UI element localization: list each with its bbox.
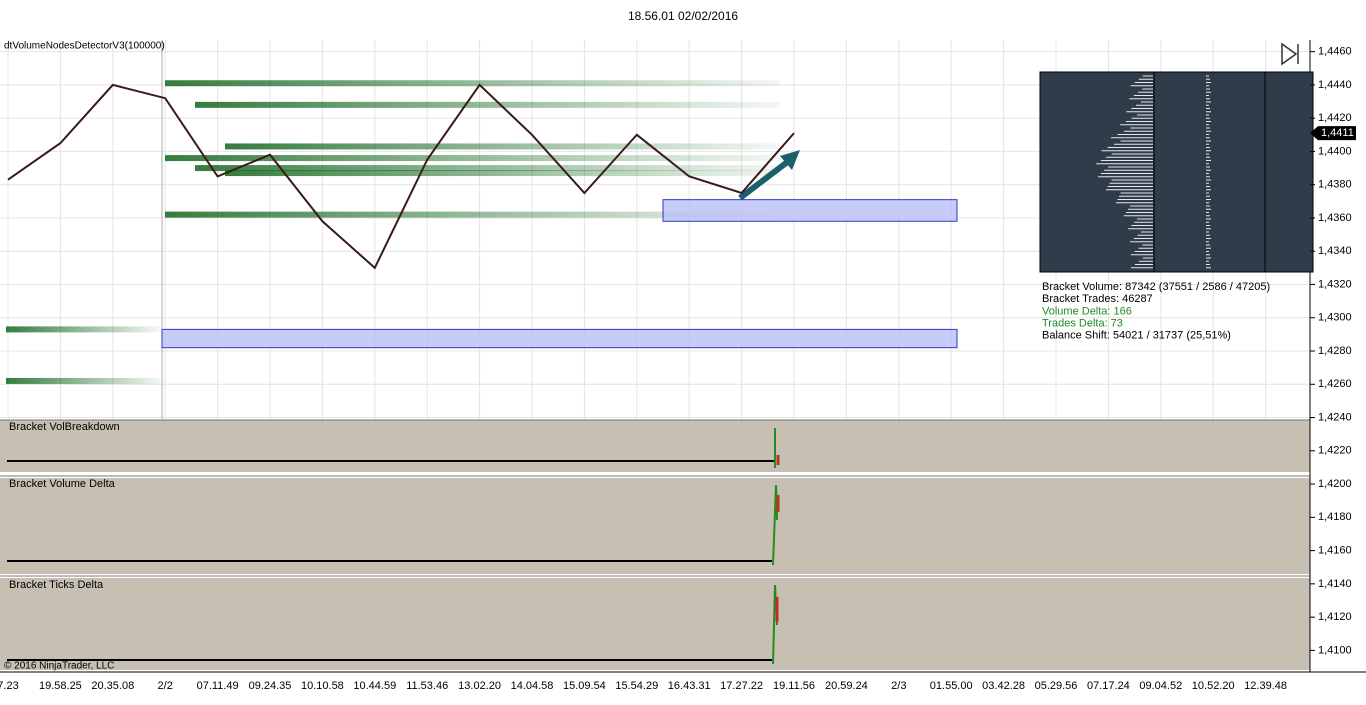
volume-node	[225, 170, 780, 177]
volume-profile	[1039, 71, 1314, 273]
y-tick-label: 1,4140	[1318, 578, 1352, 590]
y-tick-label: 1,4100	[1318, 644, 1352, 656]
x-tick-label: 03.42.28	[982, 680, 1025, 692]
y-tick-label: 1,4160	[1318, 544, 1352, 556]
copyright: © 2016 NinjaTrader, LLC	[4, 661, 114, 672]
x-tick-label: 10.10.58	[301, 680, 344, 692]
x-tick-label: 07.17.24	[1087, 680, 1130, 692]
volume-node	[195, 101, 780, 108]
y-tick-label: 1,4240	[1318, 411, 1352, 423]
panel-title: Bracket Volume Delta	[9, 478, 116, 490]
x-tick-label: 15.54.29	[615, 680, 658, 692]
x-tick-label: 10.52.20	[1192, 680, 1235, 692]
zone	[161, 328, 958, 349]
x-tick-label: 20.59.24	[825, 680, 868, 692]
x-tick-label: 05.29.56	[1035, 680, 1078, 692]
stat-line: Bracket Trades: 46287	[1042, 293, 1153, 305]
panel-bg	[0, 478, 1310, 574]
x-tick-label: 07.11.49	[197, 680, 239, 692]
x-tick-label: 2/3	[891, 680, 906, 692]
last-price-label: 1,4411	[1321, 127, 1354, 139]
y-tick-label: 1,4340	[1318, 245, 1352, 257]
y-tick-label: 1,4320	[1318, 278, 1352, 290]
volume-node	[6, 326, 160, 333]
indicator-label: dtVolumeNodesDetectorV3(100000)	[4, 41, 165, 52]
y-tick-label: 1,4360	[1318, 212, 1352, 224]
play-icon[interactable]	[1281, 42, 1299, 66]
x-tick-label: 20.35.08	[91, 680, 134, 692]
panel-bg	[0, 578, 1310, 670]
x-tick-label: 15.09.54	[563, 680, 606, 692]
y-tick-label: 1,4460	[1318, 46, 1352, 58]
volume-node	[165, 155, 780, 162]
x-tick-label: 09.24.35	[249, 680, 292, 692]
y-tick-label: 1,4120	[1318, 611, 1352, 623]
x-tick-label: 19.11.56	[773, 680, 815, 692]
y-tick-label: 1,4400	[1318, 145, 1352, 157]
y-tick-label: 1,4180	[1318, 511, 1352, 523]
y-tick-label: 1,4420	[1318, 112, 1352, 124]
x-tick-label: 16.43.31	[668, 680, 711, 692]
y-tick-label: 1,4200	[1318, 478, 1352, 490]
volume-nodes	[6, 80, 780, 384]
x-tick-label: 17.27.22	[720, 680, 763, 692]
x-tick-label: 7.23	[0, 680, 19, 692]
volume-node	[225, 143, 780, 150]
y-tick-label: 1,4380	[1318, 179, 1352, 191]
x-tick-label: 13.02.20	[458, 680, 501, 692]
arrow	[738, 157, 792, 201]
chart-title: 18.56.01 02/02/2016	[628, 9, 738, 23]
last-price-marker	[1310, 126, 1356, 141]
panel-title: Bracket VolBreakdown	[9, 421, 120, 433]
volume-node	[6, 377, 160, 384]
price-line	[7, 83, 795, 270]
x-tick-label: 10.44.59	[353, 680, 396, 692]
x-tick-label: 2/2	[158, 680, 173, 692]
x-tick-label: 14.04.58	[511, 680, 554, 692]
volume-node	[195, 165, 780, 172]
arrow-head	[780, 150, 800, 170]
profile-box	[1039, 71, 1314, 273]
x-tick-label: 09.04.52	[1139, 680, 1182, 692]
volume-node	[165, 211, 780, 218]
x-tick-label: 01.55.00	[930, 680, 973, 692]
stat-line: Trades Delta: 73	[1042, 318, 1123, 330]
x-tick-label: 12.39.48	[1244, 680, 1287, 692]
volume-node	[165, 80, 780, 87]
x-tick-label: 19.58.25	[39, 680, 82, 692]
y-tick-label: 1,4440	[1318, 79, 1352, 91]
y-tick-label: 1,4280	[1318, 345, 1352, 357]
panel-title: Bracket Ticks Delta	[9, 579, 104, 591]
zone	[662, 199, 958, 222]
x-tick-label: 11.53.46	[406, 680, 448, 692]
stat-line: Bracket Volume: 87342 (37551 / 2586 / 47…	[1042, 281, 1270, 293]
y-tick-label: 1,4220	[1318, 445, 1352, 457]
y-tick-label: 1,4300	[1318, 312, 1352, 324]
stat-line: Balance Shift: 54021 / 31737 (25,51%)	[1042, 330, 1231, 342]
panel-bg	[0, 420, 1310, 472]
stat-line: Volume Delta: 166	[1042, 305, 1132, 317]
panel-spike	[775, 455, 780, 622]
y-tick-label: 1,4260	[1318, 378, 1352, 390]
